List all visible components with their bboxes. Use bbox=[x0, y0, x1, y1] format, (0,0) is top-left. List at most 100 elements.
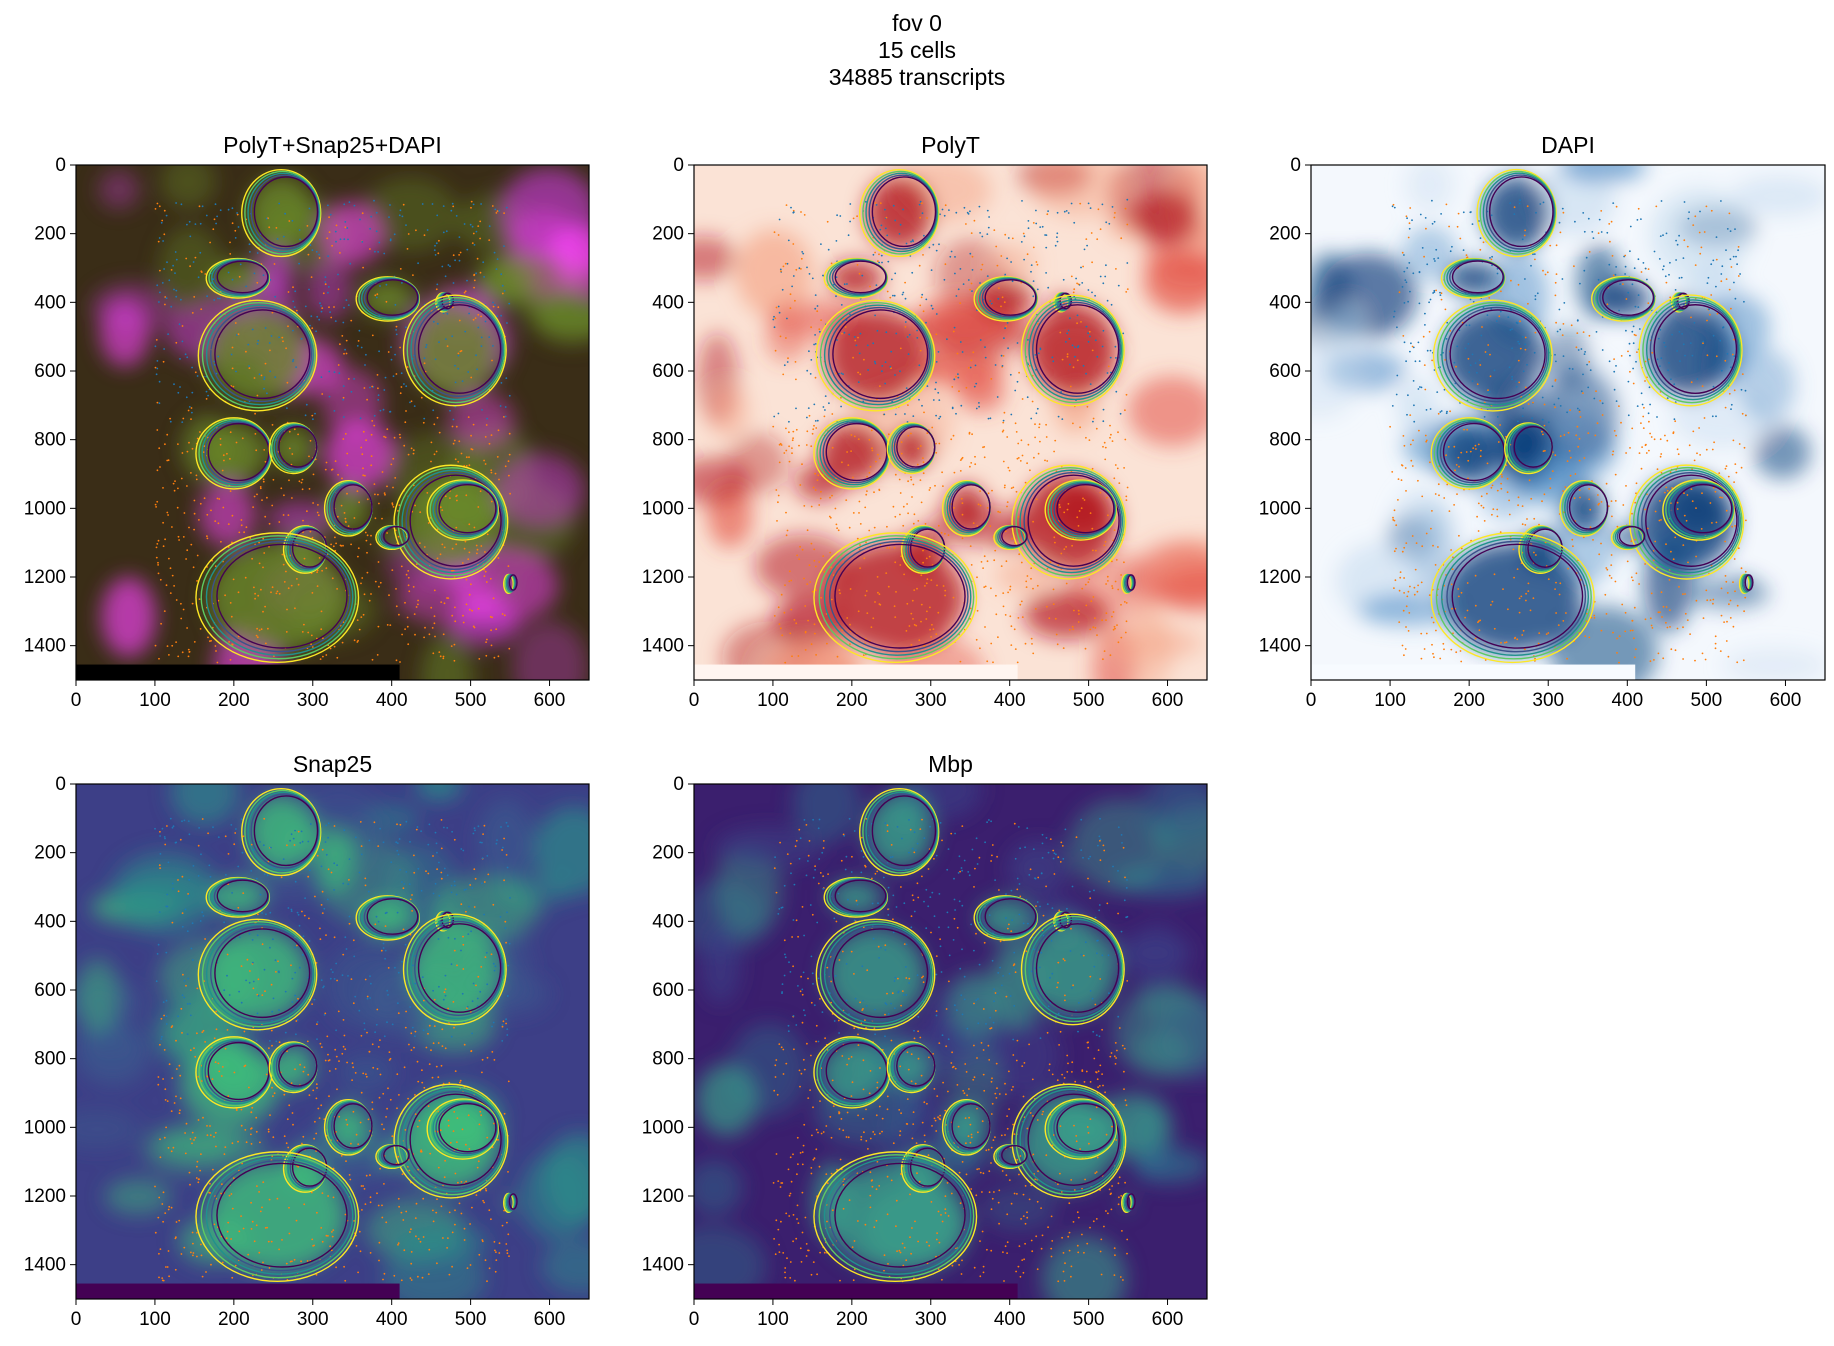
transcript-dot bbox=[1660, 471, 1663, 474]
transcript-dot bbox=[1024, 642, 1027, 645]
transcript-dot bbox=[507, 1080, 510, 1083]
transcript-dot bbox=[1698, 231, 1701, 234]
transcript-dot bbox=[1500, 487, 1503, 490]
transcript-dot bbox=[157, 1076, 160, 1078]
transcript-dot bbox=[396, 1073, 399, 1076]
cell-outline bbox=[401, 469, 506, 574]
transcript-dot bbox=[1478, 220, 1480, 222]
transcript-dot bbox=[371, 420, 374, 422]
transcript-dot bbox=[395, 588, 397, 590]
transcript-dot bbox=[394, 966, 396, 969]
transcript-dot bbox=[493, 969, 496, 972]
transcript-dot bbox=[296, 578, 298, 580]
transcript-dot bbox=[509, 492, 511, 495]
x-tick-label: 500 bbox=[1073, 690, 1105, 711]
transcript-dot bbox=[920, 501, 923, 504]
transcript-dot bbox=[267, 1128, 270, 1131]
transcript-dot bbox=[488, 336, 491, 338]
transcript-dot bbox=[1402, 609, 1405, 612]
transcript-dot bbox=[1725, 640, 1728, 642]
transcript-dot bbox=[843, 283, 846, 286]
transcript-dot bbox=[814, 472, 816, 475]
transcript-dot bbox=[325, 824, 328, 827]
transcript-dot bbox=[858, 272, 861, 275]
image-blob bbox=[520, 1152, 589, 1241]
transcript-dot bbox=[1424, 312, 1426, 315]
y-tick-label: 1400 bbox=[1259, 636, 1301, 657]
transcript-dot bbox=[434, 882, 437, 885]
transcript-dot bbox=[390, 346, 392, 348]
transcript-dot bbox=[1633, 606, 1636, 609]
transcript-dot bbox=[788, 580, 791, 583]
transcript-dot bbox=[774, 349, 777, 352]
transcript-dot bbox=[1020, 439, 1023, 442]
transcript-dot bbox=[486, 417, 488, 420]
transcript-dot bbox=[366, 398, 368, 401]
transcript-dot bbox=[390, 463, 393, 466]
transcript-dot bbox=[881, 261, 883, 264]
transcript-dot bbox=[1736, 263, 1738, 266]
transcript-dot bbox=[415, 1235, 417, 1238]
transcript-dot bbox=[344, 1213, 347, 1216]
transcript-dot bbox=[1637, 306, 1640, 308]
transcript-dot bbox=[881, 365, 884, 367]
transcript-dot bbox=[1030, 264, 1033, 266]
transcript-dot bbox=[465, 1180, 467, 1183]
transcript-dot bbox=[1418, 360, 1421, 362]
transcript-dot bbox=[784, 262, 787, 265]
x-tick-label: 100 bbox=[139, 690, 171, 711]
transcript-dot bbox=[990, 587, 992, 590]
transcript-dot bbox=[1094, 339, 1097, 342]
transcript-dot bbox=[978, 205, 981, 208]
transcript-dot bbox=[196, 1160, 199, 1163]
transcript-dot bbox=[271, 504, 274, 507]
transcript-dot bbox=[158, 402, 161, 405]
transcript-dot bbox=[1469, 450, 1472, 453]
transcript-dot bbox=[1002, 592, 1005, 594]
transcript-dot bbox=[1440, 213, 1442, 215]
transcript-dot bbox=[209, 241, 212, 244]
transcript-dot bbox=[1682, 626, 1684, 629]
transcript-dot bbox=[921, 404, 923, 407]
transcript-dot bbox=[334, 536, 336, 539]
transcript-dot bbox=[1689, 633, 1691, 635]
transcript-dot bbox=[376, 1008, 379, 1011]
transcript-dot bbox=[441, 543, 444, 546]
transcript-dot bbox=[1447, 446, 1450, 448]
transcript-dot bbox=[1391, 471, 1394, 473]
transcript-dot bbox=[1701, 652, 1704, 655]
y-tick-label: 1400 bbox=[24, 636, 66, 657]
transcript-dot bbox=[1407, 300, 1409, 303]
transcript-dot bbox=[460, 903, 463, 906]
transcript-dot bbox=[1061, 358, 1064, 361]
transcript-dot bbox=[1699, 454, 1701, 456]
transcript-dot bbox=[359, 1121, 362, 1124]
transcript-dot bbox=[1091, 467, 1094, 470]
transcript-dot bbox=[486, 533, 489, 536]
transcript-dot bbox=[217, 297, 219, 300]
transcript-dot bbox=[476, 997, 479, 1000]
transcript-dot bbox=[190, 543, 193, 546]
transcript-dot bbox=[1636, 219, 1639, 221]
transcript-dot bbox=[172, 1146, 175, 1149]
transcript-dot bbox=[1437, 546, 1439, 548]
transcript-dot bbox=[238, 531, 241, 534]
transcript-dot bbox=[1728, 212, 1731, 215]
transcript-dot bbox=[172, 482, 175, 485]
transcript-dot bbox=[196, 1032, 198, 1035]
transcript-dot bbox=[1425, 532, 1428, 535]
transcript-dot bbox=[452, 282, 455, 284]
transcript-dot bbox=[299, 842, 302, 844]
transcript-dot bbox=[1435, 289, 1437, 292]
transcript-dot bbox=[1489, 257, 1491, 259]
transcript-dot bbox=[868, 471, 871, 474]
transcript-dot bbox=[1010, 261, 1012, 263]
transcript-dot bbox=[327, 1235, 329, 1237]
transcript-dot bbox=[261, 943, 264, 946]
transcript-dot bbox=[1411, 219, 1413, 222]
transcript-dot bbox=[321, 1192, 324, 1194]
transcript-dot bbox=[381, 1216, 384, 1219]
transcript-dot bbox=[804, 605, 807, 607]
transcript-dot bbox=[1706, 354, 1709, 357]
transcript-dot bbox=[329, 647, 332, 650]
